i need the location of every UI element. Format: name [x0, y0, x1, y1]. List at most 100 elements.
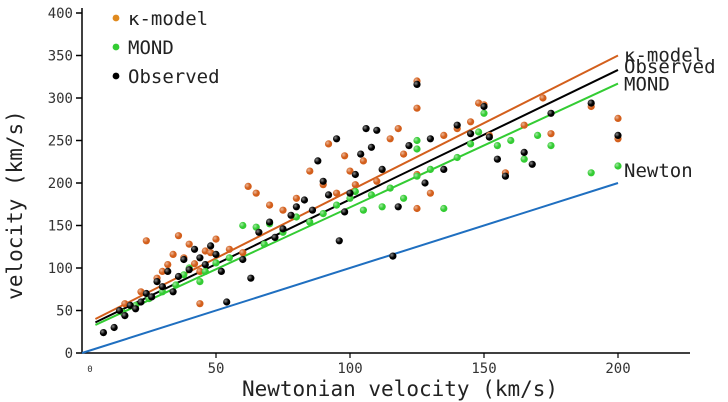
point-highlight: [115, 306, 124, 315]
point-highlight: [359, 206, 367, 214]
fit-lines: [81, 54, 619, 354]
x-tick-label: 100: [337, 361, 362, 377]
point-highlight: [239, 221, 247, 230]
x-axis-title: Newtonian velocity (km/s): [242, 377, 558, 401]
point-highlight: [520, 155, 528, 163]
point-highlight: [266, 201, 274, 209]
point-highlight: [440, 204, 448, 213]
legend-marker: [112, 43, 120, 51]
point-highlight: [169, 250, 177, 258]
point-highlight: [357, 150, 365, 158]
point-highlight: [587, 169, 595, 177]
point-highlight: [212, 235, 220, 243]
point-highlight: [351, 181, 359, 189]
point-highlight: [279, 225, 287, 233]
x-axis-ticks: 0 50 100 150 200: [87, 353, 631, 377]
line-label-model: κ-model: [624, 45, 704, 67]
point-highlight: [319, 210, 327, 218]
point-highlight: [614, 114, 622, 122]
data-points: [99, 77, 622, 337]
point-highlight: [362, 125, 370, 133]
point-highlight: [185, 240, 193, 248]
point-highlight: [164, 267, 172, 275]
point-highlight: [252, 189, 260, 197]
point-highlight: [225, 245, 233, 253]
point-highlight: [467, 118, 475, 126]
point-highlight: [485, 133, 493, 141]
point-highlight: [172, 281, 180, 289]
point-highlight: [247, 274, 255, 282]
point-highlight: [207, 242, 215, 250]
point-highlight: [174, 272, 183, 281]
point-highlight: [335, 237, 343, 245]
point-highlight: [196, 267, 204, 275]
point-highlight: [351, 170, 359, 179]
point-highlight: [547, 142, 555, 150]
point-highlight: [453, 121, 461, 129]
y-tick-label: 200: [48, 176, 73, 192]
point-highlight: [346, 194, 354, 202]
point-highlight: [493, 142, 501, 150]
point-highlight: [279, 206, 287, 214]
point-highlight: [255, 228, 263, 236]
point-highlight: [386, 184, 394, 192]
point-highlight: [180, 255, 188, 264]
point-highlight: [413, 172, 421, 180]
point-highlight: [547, 130, 555, 138]
legend: κ-model MOND Observed: [112, 8, 220, 88]
legend-label: Observed: [128, 66, 220, 88]
point-highlight: [314, 157, 322, 165]
y-tick-label: 350: [48, 49, 73, 65]
point-highlight: [132, 305, 140, 313]
point-highlight: [333, 135, 341, 143]
point-highlight: [174, 232, 183, 240]
point-highlight: [426, 165, 434, 173]
point-highlight: [223, 298, 231, 306]
legend-label: κ-model: [128, 8, 208, 30]
point-highlight: [169, 288, 177, 296]
point-highlight: [359, 157, 367, 165]
point-highlight: [373, 177, 381, 185]
point-highlight: [306, 167, 314, 175]
point-highlight: [190, 245, 199, 253]
point-highlight: [324, 140, 333, 148]
point-highlight: [400, 150, 408, 158]
point-highlight: [185, 266, 193, 274]
x-tick-label: 50: [208, 361, 225, 377]
point-highlight: [217, 267, 225, 275]
x-tick-label: 0: [87, 365, 92, 375]
line-label-newton: Newton: [624, 160, 693, 182]
point-highlight: [400, 194, 408, 202]
y-axis-ticks: 0 50 100 150 200 250 300 350 400: [48, 6, 82, 362]
point-highlight: [413, 80, 421, 88]
point-highlight: [319, 177, 327, 185]
point-highlight: [587, 99, 595, 107]
point-highlight: [126, 301, 134, 309]
point-highlight: [520, 121, 528, 129]
point-highlight: [413, 204, 421, 213]
point-highlight: [333, 201, 341, 209]
point-highlight: [453, 153, 461, 162]
line-label-observed: Observed: [624, 56, 716, 78]
fit-line-observed: [94, 69, 619, 324]
legend-marker: [112, 14, 120, 22]
y-axis-title: velocity (km/s): [3, 110, 27, 300]
point-highlight: [520, 148, 528, 156]
point-highlight: [99, 329, 108, 337]
point-highlight: [225, 254, 233, 262]
point-highlight: [158, 283, 166, 291]
point-highlight: [421, 179, 429, 187]
point-highlight: [394, 203, 402, 211]
point-highlight: [341, 152, 349, 160]
point-highlight: [333, 189, 341, 197]
y-tick-label: 0: [65, 346, 73, 362]
fit-line-newton: [81, 182, 619, 354]
point-highlight: [528, 160, 536, 168]
point-highlight: [260, 240, 268, 248]
point-highlight: [212, 250, 220, 258]
point-highlight: [440, 131, 448, 139]
point-highlight: [475, 128, 483, 136]
point-highlight: [148, 293, 156, 301]
